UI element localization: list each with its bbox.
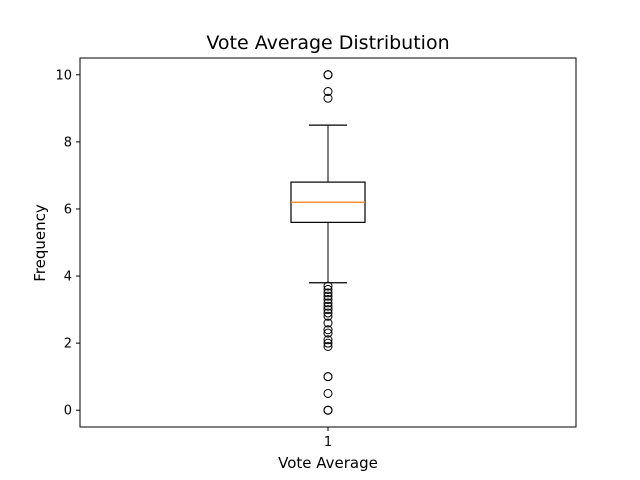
x-tick-label: 1 — [324, 435, 332, 450]
x-axis: 1 — [324, 427, 332, 450]
outlier-point — [323, 325, 333, 335]
outlier-point — [323, 70, 333, 80]
outlier-point — [323, 93, 333, 103]
outlier-point — [323, 388, 333, 398]
outlier-point — [323, 372, 333, 382]
outlier-point — [323, 87, 333, 97]
y-tick-label: 10 — [55, 68, 72, 83]
outlier-point — [323, 335, 333, 345]
outlier-point — [323, 328, 333, 338]
y-axis: 0 2 4 6 8 10 — [55, 68, 80, 419]
outlier-point — [323, 338, 333, 348]
outlier-point — [323, 311, 333, 321]
outlier-point — [323, 405, 333, 415]
outlier-point — [323, 284, 333, 294]
y-tick-label: 4 — [64, 270, 72, 285]
outlier-point — [323, 288, 333, 298]
y-tick-label: 2 — [64, 337, 72, 352]
y-tick-label: 0 — [64, 404, 72, 419]
outlier-point — [323, 341, 333, 351]
box-plot — [290, 70, 366, 415]
outlier-point — [323, 308, 333, 318]
outlier-point — [323, 318, 333, 328]
outlier-point — [323, 281, 333, 291]
outlier-point — [323, 305, 333, 315]
outlier-point — [323, 291, 333, 301]
y-tick-label: 8 — [64, 135, 72, 150]
x-axis-label: Vote Average — [278, 454, 378, 472]
outlier-point — [323, 298, 333, 308]
outlier-point — [323, 301, 333, 311]
chart-title: Vote Average Distribution — [206, 32, 449, 54]
y-tick-label: 6 — [64, 202, 72, 217]
y-axis-label: Frequency — [31, 204, 49, 282]
outlier-point — [323, 295, 333, 305]
